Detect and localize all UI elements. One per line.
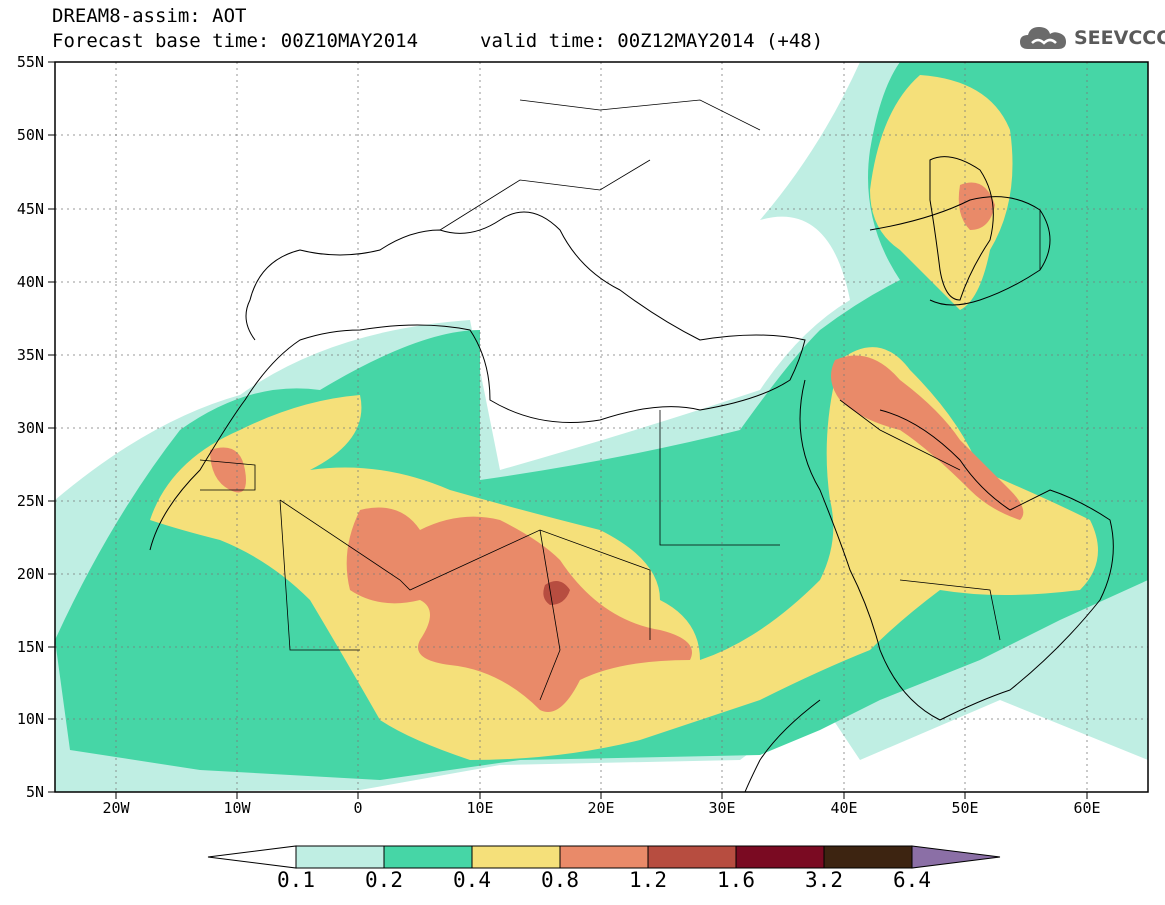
- aot-band-12: [543, 581, 570, 605]
- colorbar-tick-label: 0.8: [541, 868, 579, 892]
- aot-band-08-mideast: [831, 355, 1024, 520]
- lat-label: 20N: [17, 565, 44, 583]
- map-title: DREAM8-assim: AOT: [52, 5, 247, 27]
- seevccc-logo: SEEVCCC: [1018, 22, 1165, 54]
- lat-label: 50N: [17, 126, 44, 144]
- lon-label: 10W: [223, 799, 251, 817]
- country-borders: [199, 99, 1041, 701]
- lat-label: 35N: [17, 346, 44, 364]
- lat-label: 25N: [17, 492, 44, 510]
- lon-label: 20E: [587, 799, 614, 817]
- valid-time: valid time: 00Z12MAY2014 (+48): [480, 30, 824, 52]
- aot-band-08: [346, 507, 692, 712]
- colorbar-tick-label: 1.2: [629, 868, 667, 892]
- colorbar-swatch: [559, 845, 649, 869]
- colorbar: [207, 845, 1001, 869]
- map-graticule: [55, 62, 1148, 792]
- aot-band-04-north: [870, 75, 1013, 310]
- colorbar-tick-label: 3.2: [805, 868, 843, 892]
- colorbar-tick-label: 6.4: [893, 868, 931, 892]
- lat-label: 30N: [17, 419, 44, 437]
- lat-label: 15N: [17, 638, 44, 656]
- lat-label: 45N: [17, 200, 44, 218]
- lon-label: 30E: [708, 799, 735, 817]
- lon-label: 40E: [830, 799, 857, 817]
- lon-label: 0: [353, 799, 362, 817]
- lat-label: 5N: [26, 783, 44, 801]
- colorbar-swatch: [647, 845, 737, 869]
- colorbar-swatch: [471, 845, 561, 869]
- colorbar-swatch: [735, 845, 825, 869]
- lon-label: 50E: [951, 799, 978, 817]
- aot-fields: [55, 62, 1148, 792]
- aot-band-04: [150, 347, 1098, 760]
- colorbar-swatch: [295, 845, 385, 869]
- aot-band-08-caspian: [958, 182, 995, 230]
- colorbar-tick-label: 0.2: [365, 868, 403, 892]
- lat-label: 10N: [17, 710, 44, 728]
- lat-label: 40N: [17, 273, 44, 291]
- lon-label: 60E: [1073, 799, 1100, 817]
- colorbar-swatch: [911, 845, 1001, 869]
- colorbar-tick-label: 0.4: [453, 868, 491, 892]
- colorbar-tick-label: 0.1: [277, 868, 315, 892]
- logo-text: SEEVCCC: [1074, 27, 1165, 49]
- lon-label: 10E: [466, 799, 493, 817]
- colorbar-swatch: [823, 845, 913, 869]
- colorbar-swatch: [207, 845, 297, 869]
- colorbar-tick-label: 1.6: [717, 868, 755, 892]
- forecast-base-time: Forecast base time: 00Z10MAY2014: [52, 30, 419, 52]
- lat-label: 55N: [17, 53, 44, 71]
- cloud-icon: [1020, 27, 1066, 49]
- coastlines: [149, 156, 1114, 792]
- lon-label: 20W: [102, 799, 130, 817]
- colorbar-swatch: [383, 845, 473, 869]
